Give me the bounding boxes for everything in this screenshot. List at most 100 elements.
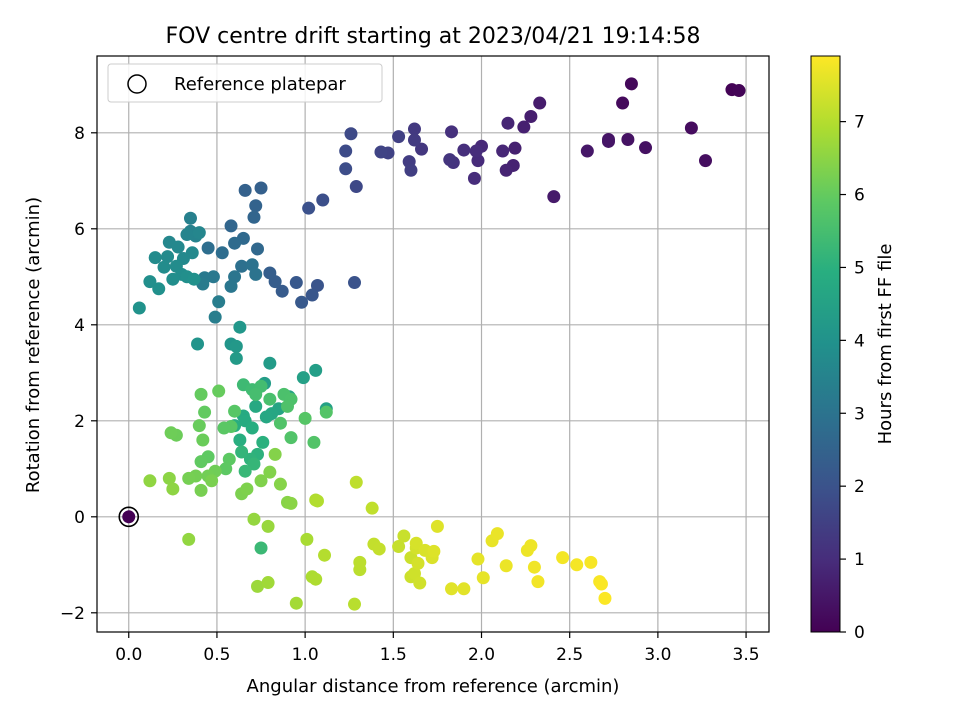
- data-point: [598, 591, 612, 605]
- data-point: [229, 351, 243, 365]
- legend: Reference platepar: [107, 63, 383, 103]
- data-point: [289, 596, 303, 610]
- data-point: [624, 77, 638, 91]
- data-point: [684, 121, 698, 135]
- grid-lines: [97, 56, 769, 632]
- data-point: [601, 134, 615, 148]
- data-point: [263, 465, 277, 479]
- data-point: [307, 435, 321, 449]
- data-point: [305, 288, 319, 302]
- x-axis-label: Angular distance from reference (arcmin): [247, 676, 620, 697]
- y-axis-label: Rotation from reference (arcmin): [23, 197, 44, 493]
- data-point: [527, 560, 541, 574]
- data-point: [501, 116, 515, 130]
- y-tick-label: 8: [74, 124, 85, 144]
- data-point: [143, 275, 157, 289]
- data-point: [524, 109, 538, 123]
- data-point: [430, 519, 444, 533]
- data-point: [411, 556, 425, 570]
- data-point: [531, 575, 545, 589]
- y-tick-label: 4: [74, 316, 85, 336]
- data-point: [208, 310, 222, 324]
- data-point: [215, 246, 229, 260]
- y-tick-label: 6: [74, 220, 85, 240]
- data-point: [191, 337, 205, 351]
- data-point: [164, 426, 178, 440]
- data-point: [273, 416, 287, 430]
- data-point: [310, 494, 324, 508]
- data-point: [476, 571, 490, 585]
- data-point: [365, 501, 379, 515]
- data-point: [192, 419, 206, 433]
- legend-box: [107, 63, 383, 103]
- data-point: [238, 464, 252, 478]
- x-tick-label: 2.0: [468, 645, 495, 665]
- data-point: [353, 555, 367, 569]
- data-point: [247, 210, 261, 224]
- data-point: [404, 163, 418, 177]
- data-point: [309, 363, 323, 377]
- data-point: [166, 272, 180, 286]
- data-point: [517, 120, 531, 134]
- data-point: [349, 180, 363, 194]
- data-point: [254, 181, 268, 195]
- reference-point-dot: [122, 510, 136, 524]
- data-point: [171, 240, 185, 254]
- data-point: [570, 558, 584, 572]
- data-point: [556, 551, 570, 565]
- data-point: [152, 282, 166, 296]
- data-point: [280, 399, 294, 413]
- data-point: [249, 267, 263, 281]
- data-point: [212, 384, 226, 398]
- data-point: [409, 536, 423, 550]
- data-point: [217, 421, 231, 435]
- data-point: [254, 474, 268, 488]
- data-point: [471, 154, 485, 168]
- data-point: [496, 144, 510, 158]
- x-tick-label: 2.5: [556, 645, 583, 665]
- y-tick-label: 0: [74, 508, 85, 528]
- x-tick-label: 1.0: [292, 645, 319, 665]
- data-point: [348, 597, 362, 611]
- data-point: [469, 144, 483, 158]
- colorbar-tick-label: 4: [854, 331, 865, 351]
- data-point: [245, 421, 259, 435]
- data-point: [182, 532, 196, 546]
- data-point: [339, 162, 353, 176]
- data-point: [247, 457, 261, 471]
- data-point: [392, 540, 406, 554]
- colorbar-tick-label: 1: [854, 550, 865, 570]
- data-point: [256, 435, 270, 449]
- colorbar-gradient: [810, 55, 841, 633]
- x-axis-ticks: 0.0 0.5 1.0 1.5 2.0 2.5 3.0 3.5: [115, 632, 760, 665]
- data-point: [251, 242, 265, 256]
- data-point: [524, 539, 538, 553]
- x-tick-label: 3.5: [733, 645, 760, 665]
- data-point: [132, 301, 146, 315]
- x-tick-label: 3.0: [644, 645, 671, 665]
- data-point: [295, 295, 309, 309]
- data-point: [284, 431, 298, 445]
- data-point: [233, 320, 247, 334]
- data-points: [132, 77, 746, 611]
- data-point: [235, 445, 249, 459]
- data-point: [228, 404, 242, 418]
- data-point: [397, 529, 411, 543]
- data-point: [254, 541, 268, 555]
- data-point: [198, 405, 212, 419]
- data-point: [415, 142, 429, 156]
- data-point: [240, 482, 254, 496]
- data-point: [235, 259, 249, 273]
- data-point: [194, 387, 208, 401]
- data-point: [407, 566, 421, 580]
- data-point: [467, 171, 481, 185]
- data-point: [263, 392, 277, 406]
- data-point: [457, 582, 471, 596]
- y-tick-label: −2: [60, 604, 85, 624]
- data-point: [201, 241, 215, 255]
- data-point: [457, 143, 471, 157]
- data-point: [187, 272, 201, 286]
- colorbar-tick-label: 2: [854, 477, 865, 497]
- reference-platepar-marker: [118, 506, 140, 528]
